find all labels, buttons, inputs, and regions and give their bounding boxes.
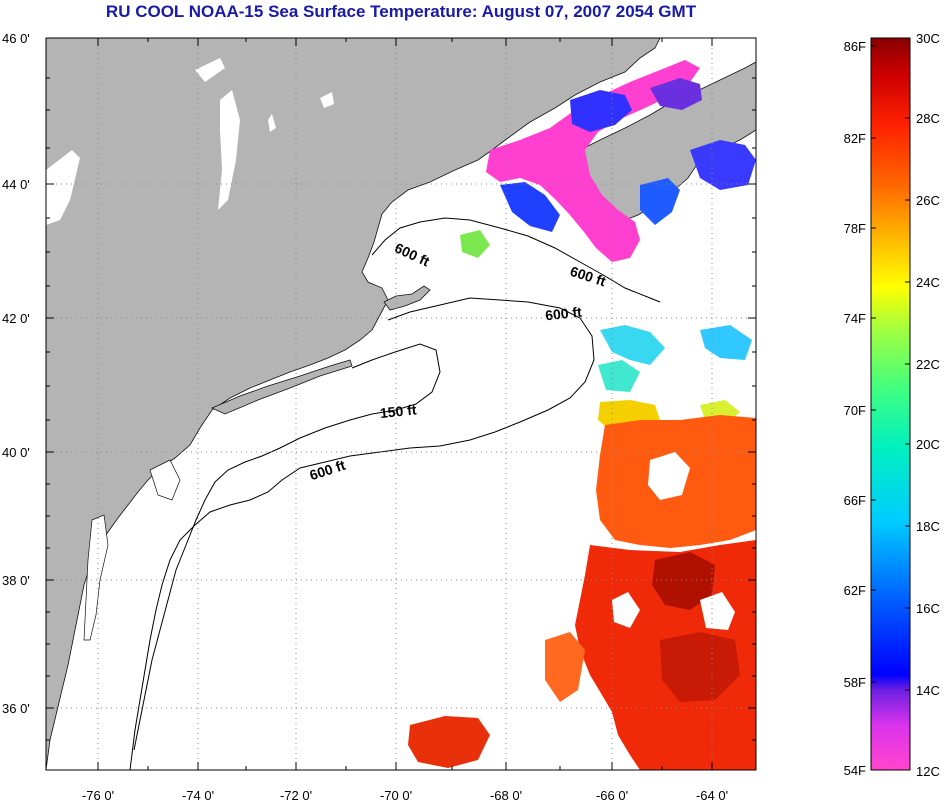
colorbar-f-label: 78F [844,221,866,236]
sst-patch-dark-red [652,552,715,610]
contour-label: 600 ft [544,304,582,324]
latitude-label: 36 0' [2,701,30,716]
lake [195,58,225,82]
latitude-label: 40 0' [2,445,30,460]
sst-patch-cyan [600,325,665,365]
colorbar [870,37,911,771]
cloud-gap [648,452,690,500]
latitude-label: 46 0' [2,31,30,46]
lake [320,92,334,108]
graticule [46,38,756,770]
sst-patch-orange [545,632,585,702]
longitude-label: -76 0' [82,788,114,803]
sst-patch-blue [690,140,756,190]
colorbar-f-label: 66F [844,493,866,508]
colorbar-f-label: 54F [844,763,866,778]
colorbar-c-label: 20C [916,437,940,452]
colorbar-f-label: 62F [844,583,866,598]
longitude-label: -72 0' [280,788,312,803]
axis-ticks [46,37,756,770]
colorbar-f-label: 74F [844,311,866,326]
sst-patch-blue [640,178,680,225]
colorbar-c-label: 28C [916,111,940,126]
colorbar-c-label: 14C [916,683,940,698]
sst-patch-blue [650,78,702,110]
sst-patch-dark-red [660,632,740,702]
lake [268,114,276,132]
cloud-gap [612,592,640,628]
colorbar-c-label: 24C [916,275,940,290]
lake [218,90,240,210]
colorbar-f-label: 70F [844,403,866,418]
colorbar-c-label: 12C [916,764,940,779]
sst-patch-blue [570,90,632,132]
longitude-label: -64 0' [696,788,728,803]
sst-patch-cyan [700,325,752,360]
longitude-label: -70 0' [380,788,412,803]
latitude-label: 38 0' [2,573,30,588]
colorbar-c-label: 18C [916,519,940,534]
longitude-label: -66 0' [596,788,628,803]
colorbar-c-label: 22C [916,357,940,372]
lake [46,150,80,225]
long-island [211,359,353,415]
sst-patch-red [408,716,490,768]
cloud-gap [700,592,735,630]
contour-label: 150 ft [379,401,417,421]
colorbar-ticks [871,37,910,691]
colorbar-f-label: 86F [844,39,866,54]
delaware-bay [149,459,181,501]
colorbar-c-label: 16C [916,601,940,616]
sst-patch-green [460,230,490,258]
land-mass [46,38,661,770]
map-title: RU COOL NOAA-15 Sea Surface Temperature:… [105,2,697,21]
longitude-label: -74 0' [182,788,214,803]
latitude-label: 44 0' [2,177,30,192]
colorbar-c-label: 30C [916,31,940,46]
colorbar-f-label: 82F [844,131,866,146]
sst-patch-cyan [598,360,640,392]
sst-patch-blue [500,182,560,232]
latitude-label: 42 0' [2,311,30,326]
colorbar-f-label: 58F [844,675,866,690]
map-frame [45,37,757,771]
longitude-label: -68 0' [490,788,522,803]
colorbar-c-label: 26C [916,193,940,208]
